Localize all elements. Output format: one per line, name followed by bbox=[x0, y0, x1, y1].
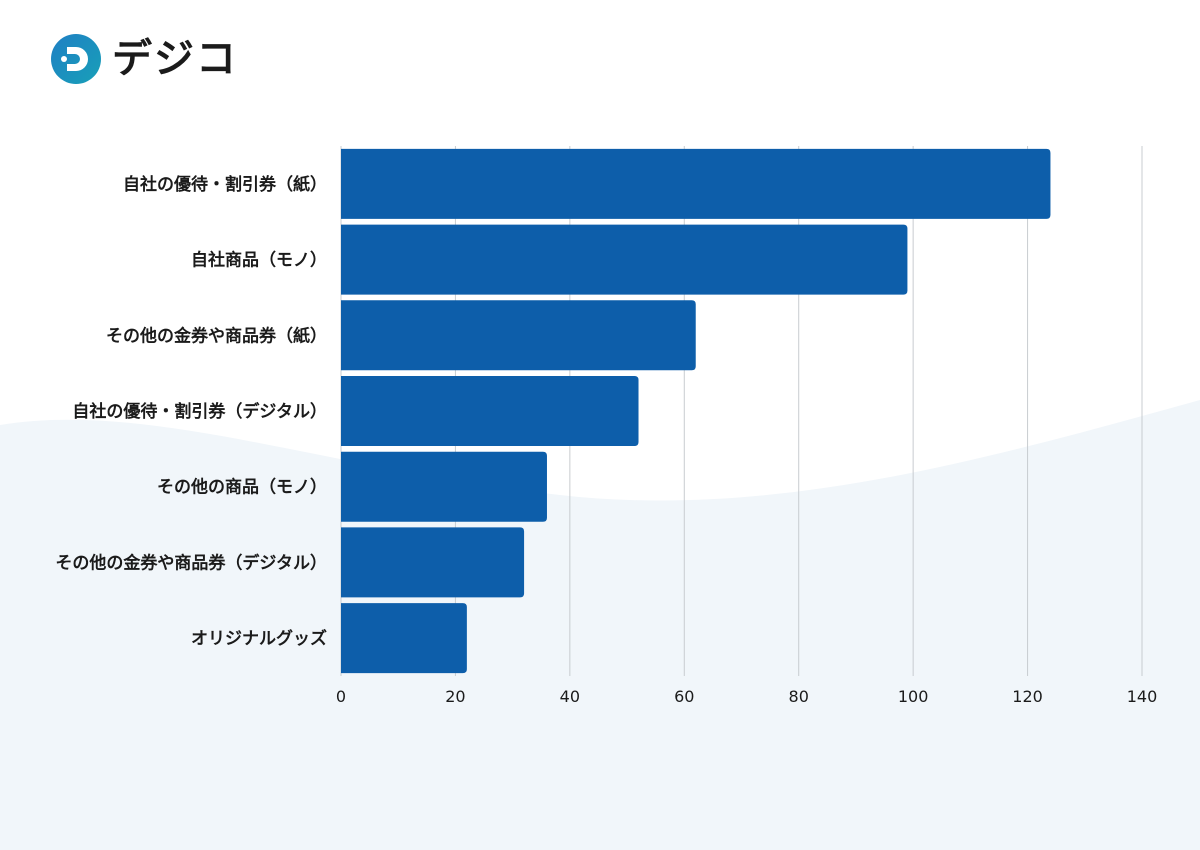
category-label: その他の金券や商品券（デジタル） bbox=[55, 552, 327, 573]
logo-d-icon bbox=[51, 34, 101, 84]
x-tick-label: 20 bbox=[445, 687, 465, 706]
brand-name: デジコ bbox=[112, 36, 238, 82]
bar bbox=[341, 603, 467, 674]
bars bbox=[341, 148, 1051, 674]
x-tick-label: 100 bbox=[898, 687, 929, 706]
bar bbox=[341, 300, 696, 371]
x-tick-label: 60 bbox=[674, 687, 694, 706]
x-tick-label: 0 bbox=[336, 687, 346, 706]
x-tick-label: 140 bbox=[1127, 687, 1158, 706]
bar bbox=[341, 451, 547, 522]
category-label: その他の金券や商品券（紙） bbox=[106, 325, 327, 346]
bar bbox=[341, 224, 908, 295]
category-label: その他の商品（モノ） bbox=[157, 477, 327, 498]
x-axis-ticks: 0 20 40 60 80 100 120 140 bbox=[336, 687, 1157, 706]
logo: デジコ bbox=[50, 33, 238, 85]
bar bbox=[341, 527, 525, 598]
category-label: 自社の優待・割引券（紙） bbox=[123, 174, 327, 195]
x-tick-label: 80 bbox=[789, 687, 809, 706]
bar bbox=[341, 148, 1051, 219]
category-label: オリジナルグッズ bbox=[191, 628, 327, 649]
bar bbox=[341, 376, 639, 446]
x-tick-label: 40 bbox=[560, 687, 580, 706]
background-wave-shape bbox=[0, 400, 1200, 850]
category-label: 自社の優待・割引券（デジタル） bbox=[72, 401, 327, 422]
category-label: 自社商品（モノ） bbox=[191, 250, 327, 271]
category-labels: 自社の優待・割引券（紙） 自社商品（モノ） その他の金券や商品券（紙） 自社の優待・割… bbox=[55, 174, 327, 649]
x-tick-label: 120 bbox=[1012, 687, 1043, 706]
